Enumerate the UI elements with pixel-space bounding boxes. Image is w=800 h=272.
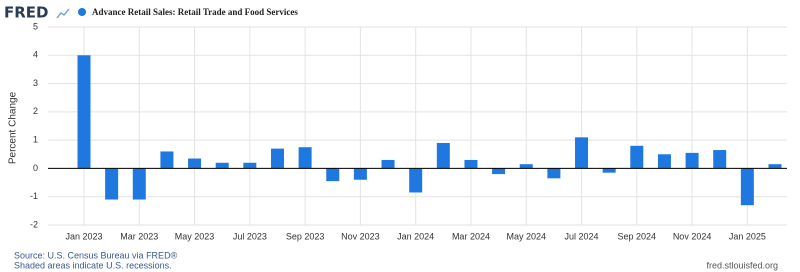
bar — [768, 164, 782, 169]
bar — [740, 168, 754, 206]
y-tick-label: 4 — [33, 50, 38, 60]
x-tick-label: May 2023 — [175, 231, 215, 241]
bar — [657, 154, 671, 169]
legend-swatch — [78, 8, 86, 16]
bar — [464, 159, 478, 169]
bar — [685, 152, 699, 169]
y-tick-label: 3 — [33, 78, 38, 88]
x-tick-label: Nov 2023 — [341, 231, 380, 241]
x-tick-label: May 2024 — [506, 231, 546, 241]
bar — [519, 164, 533, 169]
y-tick-label: -2 — [30, 219, 38, 229]
bar — [298, 147, 312, 169]
bar — [713, 150, 727, 169]
bar — [492, 168, 506, 175]
bar — [215, 162, 229, 169]
note: Shaded areas indicate U.S. recessions. — [14, 260, 172, 270]
y-tick-label: 2 — [33, 106, 38, 116]
x-tick-label: Jul 2023 — [233, 231, 267, 241]
bar — [630, 145, 644, 169]
legend-label: Advance Retail Sales: Retail Trade and F… — [92, 7, 298, 17]
url: fred.stlouisfed.org — [706, 260, 778, 270]
x-tick-label: Jan 2023 — [65, 231, 102, 241]
bar — [243, 162, 257, 169]
y-axis-label: Percent Change — [8, 91, 19, 164]
bar — [188, 158, 202, 169]
bar — [436, 142, 450, 169]
bar — [353, 168, 367, 180]
y-tick-label: 1 — [33, 135, 38, 145]
logo-icon — [56, 8, 70, 19]
bar — [77, 55, 91, 169]
bar — [575, 137, 589, 169]
bar — [381, 159, 395, 169]
bar — [270, 148, 284, 169]
bar — [326, 168, 340, 182]
x-tick-label: Nov 2024 — [673, 231, 712, 241]
x-tick-label: Sep 2024 — [618, 231, 657, 241]
bar — [105, 168, 119, 200]
y-tick-label: 0 — [33, 163, 38, 173]
logo: FRED — [4, 4, 49, 22]
source: Source: U.S. Census Bureau via FRED® — [14, 250, 178, 260]
x-tick-label: Mar 2024 — [452, 231, 490, 241]
x-tick-label: Mar 2023 — [120, 231, 158, 241]
y-tick-label: 5 — [33, 21, 38, 31]
bar — [160, 151, 174, 169]
bar — [132, 168, 146, 200]
x-tick-label: Jan 2024 — [397, 231, 434, 241]
x-tick-label: Sep 2023 — [286, 231, 325, 241]
bar — [602, 168, 616, 173]
x-tick-label: Jan 2025 — [729, 231, 766, 241]
bar — [409, 168, 423, 193]
y-tick-label: -1 — [30, 191, 38, 201]
bar — [547, 168, 561, 179]
x-tick-label: Jul 2024 — [565, 231, 599, 241]
